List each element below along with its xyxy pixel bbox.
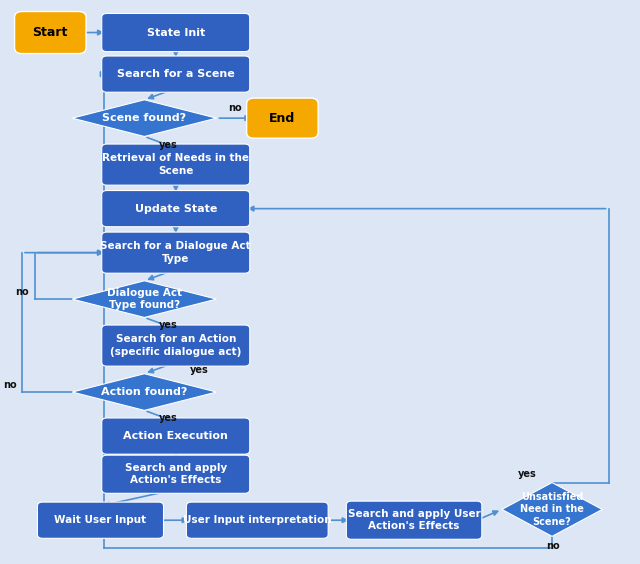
FancyBboxPatch shape — [102, 418, 250, 454]
Text: Update State: Update State — [134, 204, 217, 214]
Text: Action found?: Action found? — [101, 387, 188, 397]
FancyBboxPatch shape — [186, 502, 328, 538]
Text: no: no — [3, 380, 17, 390]
FancyBboxPatch shape — [102, 144, 250, 185]
Text: Unsatisfied
Need in the
Scene?: Unsatisfied Need in the Scene? — [520, 492, 584, 527]
Text: yes: yes — [159, 320, 177, 331]
Text: yes: yes — [159, 413, 177, 423]
FancyBboxPatch shape — [102, 56, 250, 92]
Text: no: no — [15, 287, 29, 297]
FancyBboxPatch shape — [15, 11, 86, 54]
Text: Search for a Scene: Search for a Scene — [117, 69, 235, 79]
Text: End: End — [269, 112, 296, 125]
FancyBboxPatch shape — [102, 455, 250, 494]
Text: State Init: State Init — [147, 28, 205, 38]
Polygon shape — [72, 100, 216, 136]
Text: no: no — [547, 541, 560, 551]
Polygon shape — [72, 374, 216, 411]
Text: yes: yes — [518, 469, 536, 479]
FancyBboxPatch shape — [102, 191, 250, 227]
Text: Wait User Input: Wait User Input — [54, 515, 147, 525]
FancyBboxPatch shape — [246, 98, 318, 138]
FancyBboxPatch shape — [38, 502, 163, 538]
FancyBboxPatch shape — [102, 325, 250, 366]
Text: User Input interpretation: User Input interpretation — [183, 515, 332, 525]
Text: Search and apply User
Action's Effects: Search and apply User Action's Effects — [348, 509, 481, 531]
Text: Retrieval of Needs in the
Scene: Retrieval of Needs in the Scene — [102, 153, 249, 176]
Polygon shape — [502, 483, 602, 536]
Text: Dialogue Act
Type found?: Dialogue Act Type found? — [107, 288, 182, 310]
Text: Scene found?: Scene found? — [102, 113, 186, 123]
Polygon shape — [72, 281, 216, 318]
FancyBboxPatch shape — [102, 14, 250, 52]
Text: no: no — [228, 103, 242, 113]
Text: Search for an Action
(specific dialogue act): Search for an Action (specific dialogue … — [110, 334, 241, 357]
FancyBboxPatch shape — [102, 232, 250, 273]
Text: Search and apply
Action's Effects: Search and apply Action's Effects — [125, 463, 227, 486]
Text: Action Execution: Action Execution — [124, 431, 228, 441]
Text: Start: Start — [33, 26, 68, 39]
Text: yes: yes — [159, 140, 177, 150]
FancyBboxPatch shape — [346, 501, 482, 539]
Text: Search for a Dialogue Act
Type: Search for a Dialogue Act Type — [100, 241, 251, 264]
Text: yes: yes — [190, 365, 209, 375]
